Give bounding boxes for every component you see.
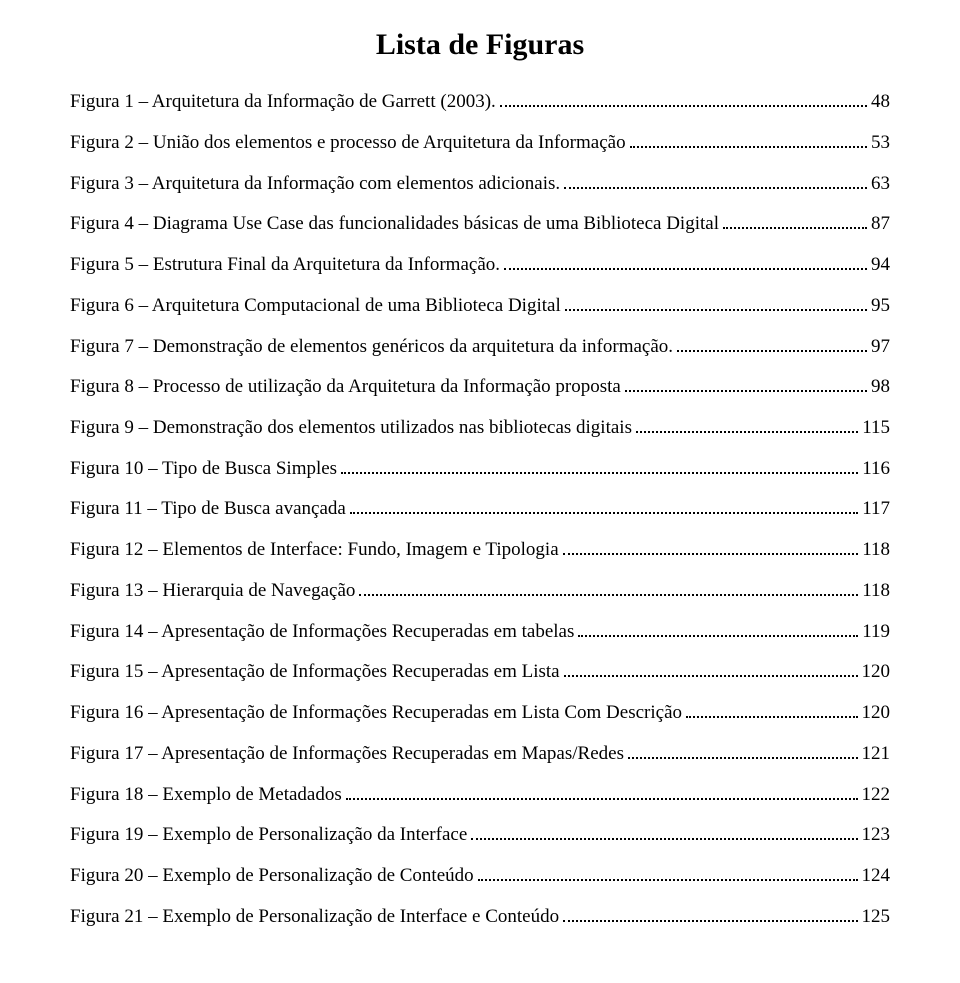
- figure-entry: Figura 18 – Exemplo de Metadados 122: [70, 780, 890, 807]
- figure-entry-label: Figura 2 – União dos elementos e process…: [70, 130, 626, 156]
- figure-entry-label: Figura 19 – Exemplo de Personalização da…: [70, 822, 467, 848]
- figure-entry-label: Figura 20 – Exemplo de Personalização de…: [70, 863, 474, 889]
- leader-dots: [564, 169, 867, 188]
- figure-entry: Figura 20 – Exemplo de Personalização de…: [70, 862, 890, 889]
- figure-entry: Figura 9 – Demonstração dos elementos ut…: [70, 414, 890, 441]
- figure-entry: Figura 17 – Apresentação de Informações …: [70, 740, 890, 767]
- figure-entry-label: Figura 8 – Processo de utilização da Arq…: [70, 374, 621, 400]
- figure-entry-label: Figura 11 – Tipo de Busca avançada: [70, 496, 346, 522]
- leader-dots: [478, 862, 858, 881]
- figure-entry: Figura 5 – Estrutura Final da Arquitetur…: [70, 251, 890, 278]
- figure-entry-page: 53: [871, 130, 890, 156]
- figure-entry-page: 118: [862, 578, 890, 604]
- figure-entry: Figura 2 – União dos elementos e process…: [70, 129, 890, 156]
- figure-entry: Figura 8 – Processo de utilização da Arq…: [70, 373, 890, 400]
- figure-entry-page: 115: [862, 415, 890, 441]
- page-container: Lista de Figuras Figura 1 – Arquitetura …: [0, 0, 960, 983]
- figure-entry-page: 125: [862, 904, 891, 930]
- figure-entry-page: 48: [871, 89, 890, 115]
- figure-entry-page: 121: [862, 741, 891, 767]
- leader-dots: [630, 129, 867, 148]
- leader-dots: [500, 88, 867, 107]
- figure-entry-label: Figura 14 – Apresentação de Informações …: [70, 619, 574, 645]
- figure-entry: Figura 3 – Arquitetura da Informação com…: [70, 169, 890, 196]
- figure-entry-label: Figura 16 – Apresentação de Informações …: [70, 700, 682, 726]
- leader-dots: [341, 455, 858, 474]
- leader-dots: [563, 536, 859, 555]
- leader-dots: [563, 903, 857, 922]
- figure-entry: Figura 11 – Tipo de Busca avançada 117: [70, 495, 890, 522]
- figure-entry-page: 122: [862, 782, 891, 808]
- figure-entry-label: Figura 1 – Arquitetura da Informação de …: [70, 89, 496, 115]
- figure-entry-label: Figura 21 – Exemplo de Personalização de…: [70, 904, 559, 930]
- figure-entry-page: 118: [862, 537, 890, 563]
- figure-entry-page: 116: [862, 456, 890, 482]
- figure-entry-label: Figura 10 – Tipo de Busca Simples: [70, 456, 337, 482]
- figure-entry: Figura 12 – Elementos de Interface: Fund…: [70, 536, 890, 563]
- figure-entry-page: 119: [862, 619, 890, 645]
- figure-entry-page: 97: [871, 334, 890, 360]
- list-of-figures-title: Lista de Figuras: [70, 28, 890, 62]
- figure-entry-label: Figura 18 – Exemplo de Metadados: [70, 782, 342, 808]
- figure-entry-page: 124: [862, 863, 891, 889]
- figure-entry-page: 63: [871, 171, 890, 197]
- leader-dots: [471, 821, 857, 840]
- leader-dots: [686, 699, 858, 718]
- figure-entry: Figura 10 – Tipo de Busca Simples 116: [70, 455, 890, 482]
- figure-entry-page: 87: [871, 211, 890, 237]
- figure-entry: Figura 4 – Diagrama Use Case das funcion…: [70, 210, 890, 237]
- figure-entry: Figura 14 – Apresentação de Informações …: [70, 618, 890, 645]
- figure-entry-page: 94: [871, 252, 890, 278]
- leader-dots: [359, 577, 858, 596]
- figure-entry: Figura 13 – Hierarquia de Navegação 118: [70, 577, 890, 604]
- figure-entry-page: 117: [862, 496, 890, 522]
- figure-entry: Figura 19 – Exemplo de Personalização da…: [70, 821, 890, 848]
- leader-dots: [565, 292, 867, 311]
- leader-dots: [504, 251, 867, 270]
- figure-entry-page: 98: [871, 374, 890, 400]
- figure-entry-label: Figura 15 – Apresentação de Informações …: [70, 659, 560, 685]
- leader-dots: [723, 210, 867, 229]
- figure-entry: Figura 16 – Apresentação de Informações …: [70, 699, 890, 726]
- figure-entry-label: Figura 4 – Diagrama Use Case das funcion…: [70, 211, 719, 237]
- figure-entry-page: 95: [871, 293, 890, 319]
- leader-dots: [564, 658, 858, 677]
- figures-list: Figura 1 – Arquitetura da Informação de …: [70, 88, 890, 929]
- figure-entry-label: Figura 5 – Estrutura Final da Arquitetur…: [70, 252, 500, 278]
- leader-dots: [578, 618, 858, 637]
- figure-entry: Figura 1 – Arquitetura da Informação de …: [70, 88, 890, 115]
- figure-entry-label: Figura 9 – Demonstração dos elementos ut…: [70, 415, 632, 441]
- figure-entry: Figura 6 – Arquitetura Computacional de …: [70, 292, 890, 319]
- figure-entry: Figura 15 – Apresentação de Informações …: [70, 658, 890, 685]
- figure-entry-label: Figura 7 – Demonstração de elementos gen…: [70, 334, 673, 360]
- figure-entry-page: 120: [862, 659, 891, 685]
- leader-dots: [350, 495, 858, 514]
- figure-entry-label: Figura 13 – Hierarquia de Navegação: [70, 578, 355, 604]
- figure-entry-page: 123: [862, 822, 891, 848]
- figure-entry: Figura 7 – Demonstração de elementos gen…: [70, 332, 890, 359]
- figure-entry-label: Figura 12 – Elementos de Interface: Fund…: [70, 537, 559, 563]
- figure-entry: Figura 21 – Exemplo de Personalização de…: [70, 903, 890, 930]
- figure-entry-label: Figura 17 – Apresentação de Informações …: [70, 741, 624, 767]
- leader-dots: [625, 373, 867, 392]
- leader-dots: [636, 414, 858, 433]
- figure-entry-label: Figura 6 – Arquitetura Computacional de …: [70, 293, 561, 319]
- figure-entry-page: 120: [862, 700, 891, 726]
- leader-dots: [346, 780, 858, 799]
- leader-dots: [677, 332, 867, 351]
- figure-entry-label: Figura 3 – Arquitetura da Informação com…: [70, 171, 560, 197]
- leader-dots: [628, 740, 858, 759]
